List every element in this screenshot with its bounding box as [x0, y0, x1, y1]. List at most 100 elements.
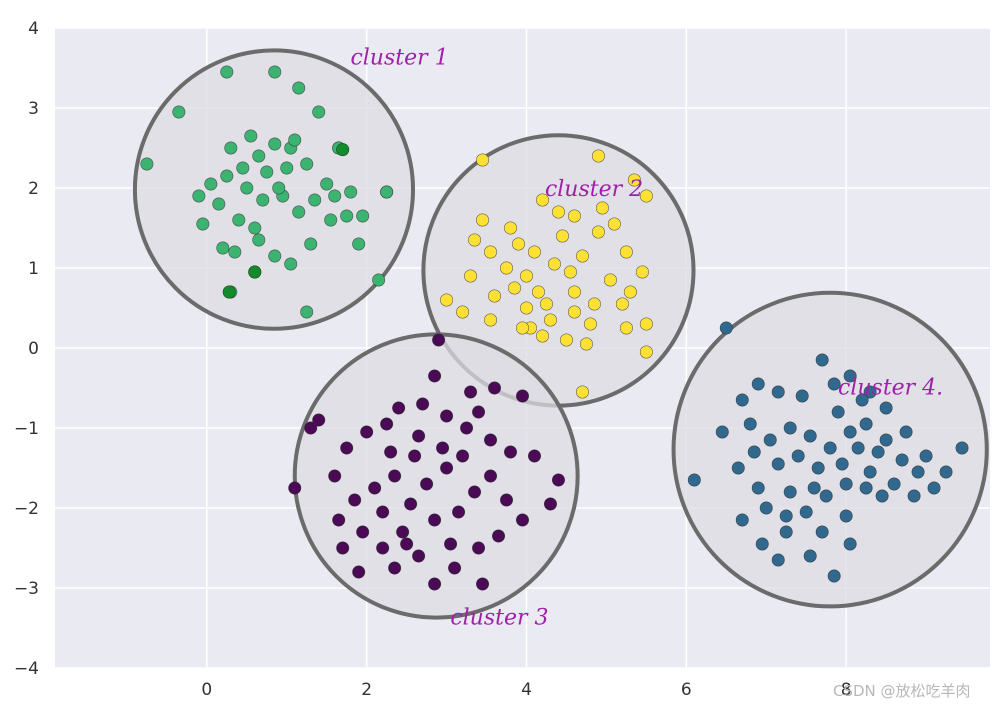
data-point-cluster-2	[519, 301, 533, 315]
data-point-cluster-2	[583, 317, 597, 331]
data-point-cluster-1	[328, 189, 342, 203]
annotation-cluster-1: cluster 1	[350, 45, 448, 70]
data-point-cluster-4	[743, 417, 757, 431]
y-tick-label-7: −3	[14, 579, 39, 599]
y-tick-label-0: 4	[28, 19, 39, 39]
y-tick-label-5: −1	[14, 419, 39, 439]
data-point-cluster-2	[464, 269, 478, 283]
data-point-cluster-3	[380, 417, 394, 431]
data-point-cluster-1	[252, 233, 266, 247]
data-point-cluster-1	[372, 273, 386, 287]
data-point-cluster-1-dark	[222, 285, 236, 299]
data-point-cluster-4	[747, 445, 761, 459]
data-point-cluster-3	[515, 513, 529, 527]
x-tick-label-4: 8	[841, 680, 852, 700]
data-point-cluster-3	[504, 445, 518, 459]
data-point-cluster-4	[763, 433, 777, 447]
data-point-cluster-4	[855, 393, 869, 407]
data-point-cluster-1	[232, 213, 246, 227]
data-point-cluster-4	[783, 485, 797, 499]
data-point-cluster-3	[484, 433, 498, 447]
data-point-cluster-4	[783, 421, 797, 435]
data-point-cluster-2	[567, 285, 581, 299]
data-point-cluster-3	[436, 441, 450, 455]
data-point-cluster-4	[807, 481, 821, 495]
data-point-cluster-4	[687, 473, 701, 487]
data-point-cluster-2	[500, 261, 514, 275]
data-point-cluster-3	[432, 333, 446, 347]
data-point-cluster-1	[288, 133, 302, 147]
data-point-cluster-4	[939, 465, 953, 479]
data-point-cluster-3	[388, 469, 402, 483]
data-point-cluster-3	[376, 541, 390, 555]
data-point-cluster-3	[492, 529, 506, 543]
data-point-cluster-4	[715, 425, 729, 439]
data-point-cluster-1	[140, 157, 154, 171]
data-point-cluster-3	[420, 477, 434, 491]
data-point-cluster-4	[731, 461, 745, 475]
data-point-cluster-1	[268, 137, 282, 151]
data-point-cluster-2	[468, 233, 482, 247]
data-point-cluster-1	[252, 149, 266, 163]
data-point-cluster-2	[547, 257, 561, 271]
data-point-cluster-4	[863, 465, 877, 479]
data-point-cluster-3	[464, 385, 478, 399]
data-point-cluster-2	[440, 293, 454, 307]
data-point-cluster-1	[284, 257, 298, 271]
data-point-cluster-4	[955, 441, 969, 455]
data-point-cluster-3	[384, 445, 398, 459]
data-point-cluster-1	[236, 161, 250, 175]
data-point-cluster-1	[256, 193, 270, 207]
data-point-cluster-2	[603, 273, 617, 287]
data-point-cluster-3	[368, 481, 382, 495]
data-point-cluster-4	[919, 449, 933, 463]
cluster-annotations: cluster 1 cluster 2 cluster 3 cluster 4.	[350, 45, 943, 630]
y-tick-label-3: 1	[28, 259, 39, 279]
x-tick-label-0: 0	[201, 680, 212, 700]
data-point-cluster-4	[803, 429, 817, 443]
data-point-cluster-4	[827, 569, 841, 583]
data-point-cluster-2	[587, 297, 601, 311]
data-point-cluster-4	[863, 385, 877, 399]
y-tick-label-2: 2	[28, 179, 39, 199]
data-point-cluster-4	[823, 441, 837, 455]
data-point-cluster-1	[220, 169, 234, 183]
data-point-cluster-3	[500, 493, 514, 507]
data-point-cluster-2	[484, 245, 498, 259]
data-point-cluster-1	[216, 241, 230, 255]
data-point-cluster-1	[356, 209, 370, 223]
data-point-cluster-2	[508, 281, 522, 295]
data-point-cluster-3	[412, 429, 426, 443]
data-point-cluster-1	[172, 105, 186, 119]
y-tick-label-8: −4	[14, 659, 39, 679]
data-point-cluster-2	[635, 265, 649, 279]
data-point-cluster-3	[408, 449, 422, 463]
data-point-cluster-1	[272, 181, 286, 195]
data-point-cluster-4	[859, 417, 873, 431]
data-point-cluster-1	[280, 161, 294, 175]
data-point-cluster-1	[204, 177, 218, 191]
data-point-cluster-2	[539, 297, 553, 311]
data-point-cluster-1	[340, 209, 354, 223]
data-point-cluster-4	[791, 449, 805, 463]
data-point-cluster-3	[376, 505, 390, 519]
data-point-cluster-1	[192, 189, 206, 203]
annotation-cluster-3: cluster 3	[450, 606, 548, 631]
data-point-cluster-2	[476, 213, 490, 227]
data-point-cluster-2	[456, 305, 470, 319]
data-point-cluster-3	[428, 513, 442, 527]
data-point-cluster-3	[360, 425, 374, 439]
data-point-cluster-2	[567, 305, 581, 319]
data-point-cluster-2	[575, 249, 589, 263]
data-point-cluster-3	[312, 413, 326, 427]
data-point-cluster-4	[907, 489, 921, 503]
data-point-cluster-3	[468, 485, 482, 499]
data-point-cluster-1	[312, 105, 326, 119]
data-point-cluster-3	[356, 525, 370, 539]
data-point-cluster-3	[328, 469, 342, 483]
data-point-cluster-4	[719, 321, 733, 335]
data-point-cluster-4	[771, 553, 785, 567]
data-point-cluster-3	[336, 541, 350, 555]
data-point-cluster-2	[639, 345, 653, 359]
data-point-cluster-2	[579, 337, 593, 351]
